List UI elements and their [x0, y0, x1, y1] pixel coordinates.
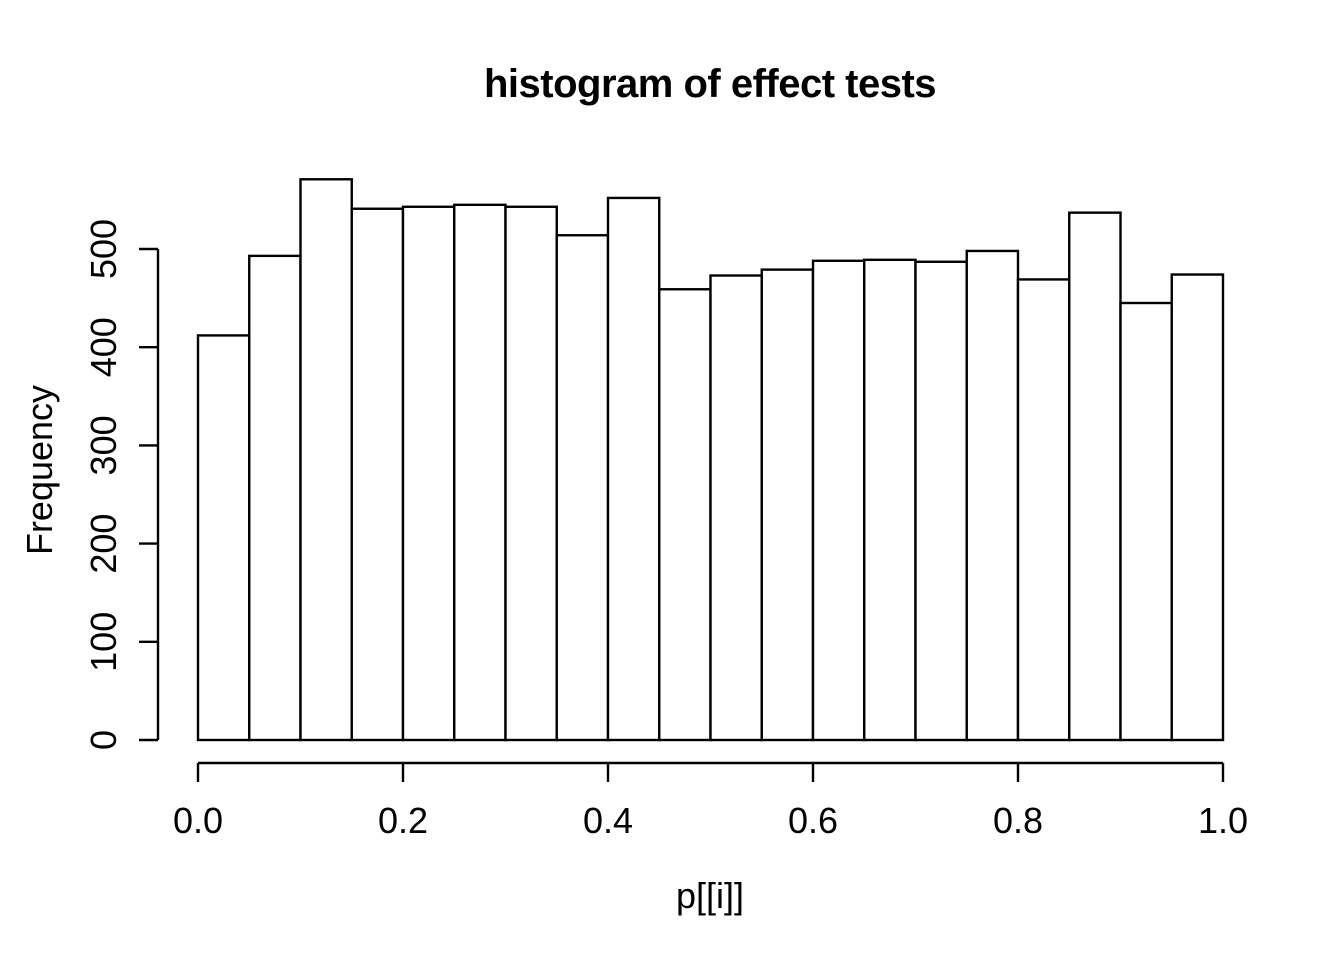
histogram-bar: [248, 254, 302, 742]
histogram-bar: [863, 258, 917, 742]
x-tick-label: 0.4: [583, 800, 633, 841]
histogram-bar: [965, 249, 1020, 742]
y-tick-label: 500: [83, 219, 124, 279]
y-axis-label: Frequency: [19, 385, 60, 555]
histogram-bar: [299, 178, 353, 742]
histogram-bar: [504, 205, 558, 742]
chart-title: histogram of effect tests: [484, 62, 936, 106]
x-axis-label: p[[i]]: [676, 875, 744, 916]
histogram-bar: [555, 234, 610, 742]
y-axis: 0 100 200 300 400 500: [83, 219, 160, 750]
y-tick-label: 400: [83, 317, 124, 377]
histogram-bar: [1068, 211, 1122, 742]
x-axis: 0.0 0.2 0.4 0.6 0.8 1.0: [173, 761, 1248, 841]
x-tick-label: 0.8: [993, 800, 1043, 841]
histogram-bar: [196, 334, 251, 742]
histogram-bar: [760, 268, 815, 742]
histogram-bar: [811, 259, 866, 742]
x-tick-label: 0.2: [378, 800, 428, 841]
y-tick-label: 200: [83, 514, 124, 574]
histogram-bar: [606, 196, 661, 742]
histogram-bar: [453, 203, 507, 742]
histogram-bar: [401, 205, 456, 742]
histogram-bar: [1016, 278, 1071, 742]
y-tick-label: 0: [83, 730, 124, 750]
y-tick-label: 300: [83, 415, 124, 475]
x-tick-label: 0.6: [788, 800, 838, 841]
x-tick-label: 0.0: [173, 800, 223, 841]
histogram-bar: [1119, 301, 1173, 742]
x-tick-label: 1.0: [1198, 800, 1248, 841]
bars-group: [196, 178, 1225, 742]
histogram-bar: [350, 207, 405, 742]
histogram-bar: [709, 274, 763, 742]
histogram-bar: [914, 260, 968, 742]
histogram-bar: [658, 288, 712, 742]
histogram-bar: [1170, 273, 1225, 742]
y-tick-label: 100: [83, 612, 124, 672]
